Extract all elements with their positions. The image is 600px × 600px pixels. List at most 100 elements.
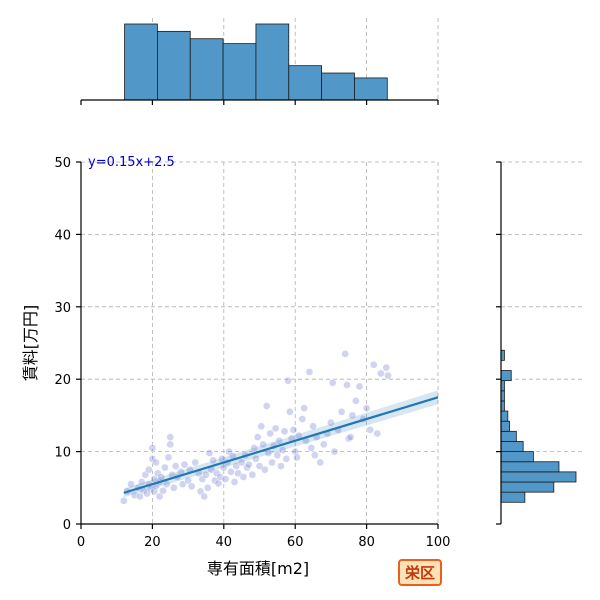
x-histogram-bar (255, 23, 290, 101)
scatter-point (341, 350, 350, 358)
scatter-point (169, 483, 178, 492)
scatter-point (309, 422, 317, 431)
scatter-point (137, 478, 146, 486)
scatter-point (239, 473, 248, 481)
scatter-point (259, 440, 267, 449)
x-axis-label: 専有面積[m2] (207, 559, 309, 578)
y-histogram-bar (500, 410, 509, 422)
scatter-point (280, 427, 289, 436)
scatter-point (166, 433, 175, 441)
scatter-point (330, 447, 339, 456)
scatter-point (307, 444, 316, 452)
scatter-point (305, 368, 314, 376)
scatter-point (230, 478, 239, 486)
scatter-point (202, 470, 210, 479)
scatter-point (268, 458, 276, 467)
scatter-point (200, 492, 209, 501)
x-histogram-bar (288, 65, 323, 101)
regression-line (123, 396, 439, 494)
scatter-point (155, 492, 164, 501)
y-marginal-histogram (500, 349, 577, 503)
y-histogram-bar (500, 420, 510, 432)
scatter-point (316, 458, 325, 467)
scatter-point (266, 429, 275, 438)
scatter-point (171, 462, 180, 470)
y-tick-label: 30 (54, 301, 71, 316)
scatter-point (244, 460, 253, 469)
scatter-point (348, 411, 357, 420)
scatter-point (300, 404, 308, 413)
scatter-point (352, 397, 360, 405)
y-tick-label: 10 (54, 446, 71, 461)
scatter-point (205, 449, 214, 457)
scatter-point (377, 369, 385, 378)
axis-ticks: 0 20 40 60 80 100 0 10 20 30 40 50 (54, 100, 501, 550)
scatter-point (362, 404, 371, 413)
y-axis-label: 賃料[万円] (21, 305, 40, 382)
scatter-point (187, 482, 196, 491)
scatter-point (119, 496, 128, 505)
scatter-point (161, 463, 169, 472)
scatter-point (164, 453, 173, 462)
scatter-point (343, 381, 351, 389)
district-badge: 栄区 (398, 559, 443, 586)
scatter-point (277, 462, 285, 470)
scatter-point (291, 447, 300, 456)
scatter-point (337, 407, 346, 416)
scatter-point (285, 407, 294, 416)
y-tick-label: 50 (54, 156, 71, 171)
scatter-point (150, 487, 159, 496)
scatter-point (284, 376, 292, 385)
scatter-point (327, 418, 335, 427)
scatter-point (289, 426, 298, 434)
scatter-point (191, 458, 200, 467)
x-tick-label: 80 (358, 535, 375, 550)
scatter-point (255, 462, 264, 470)
scatter-point (275, 436, 283, 445)
scatter-point (282, 454, 291, 463)
scatter-point (178, 480, 187, 489)
scatter-point (248, 470, 257, 479)
scatter-point (252, 454, 260, 463)
scatter-point (346, 433, 355, 441)
scatter-point (180, 460, 189, 469)
x-tick-label: 100 (426, 535, 451, 550)
scatter-point (262, 402, 271, 410)
scatter-point (355, 382, 364, 391)
scatter-point (232, 462, 241, 470)
scatter-points (119, 350, 392, 505)
y-histogram-bar (500, 491, 526, 503)
scatter-point (328, 378, 337, 387)
regression-equation-annotation: y=0.15x+2.5 (88, 155, 175, 170)
scatter-point (136, 492, 144, 501)
scatter-point (250, 444, 258, 452)
scatter-point (382, 363, 391, 372)
x-tick-label: 40 (216, 535, 233, 550)
scatter-point (209, 456, 217, 465)
scatter-point (237, 458, 246, 467)
scatter-point (369, 360, 378, 369)
x-tick-label: 60 (287, 535, 304, 550)
y-histogram-bar (500, 441, 524, 452)
regression-band-and-line (123, 390, 439, 498)
scatter-point (384, 371, 392, 380)
x-histogram-bar (354, 77, 388, 101)
y-tick-label: 0 (63, 518, 71, 533)
scatter-point (159, 486, 167, 495)
scatter-point (253, 433, 262, 441)
x-tick-label: 0 (77, 535, 85, 550)
y-tick-label: 20 (54, 373, 71, 388)
x-histogram-bar (222, 43, 257, 101)
y-histogram-bar (500, 451, 534, 463)
scatter-point (152, 458, 160, 467)
scatter-point (261, 465, 269, 474)
y-tick-label: 40 (54, 228, 71, 243)
x-tick-label: 20 (144, 535, 161, 550)
scatter-point (273, 451, 282, 460)
y-histogram-bar (500, 481, 555, 493)
scatter-point (144, 465, 153, 474)
x-histogram-bar (156, 30, 191, 101)
y-histogram-bar (500, 471, 577, 483)
scatter-point (234, 469, 242, 478)
scatter-point (366, 426, 375, 434)
